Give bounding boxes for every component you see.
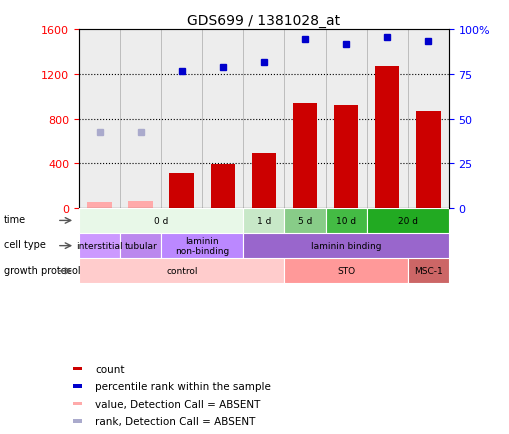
Bar: [79, 208, 243, 233]
Bar: [79, 259, 284, 284]
Bar: [120, 208, 161, 233]
Bar: [333, 106, 358, 208]
Text: STO: STO: [336, 267, 354, 276]
Text: 0 d: 0 d: [154, 217, 168, 225]
Bar: [366, 208, 448, 233]
Text: growth protocol: growth protocol: [4, 265, 80, 275]
Bar: [73, 402, 82, 405]
Text: interstitial: interstitial: [76, 242, 123, 250]
Bar: [243, 233, 448, 259]
Bar: [87, 203, 111, 208]
Text: 20 d: 20 d: [397, 217, 417, 225]
Text: tubular: tubular: [124, 242, 157, 250]
Text: value, Detection Call = ABSENT: value, Detection Call = ABSENT: [95, 399, 260, 408]
Text: 1 d: 1 d: [256, 217, 271, 225]
Bar: [284, 208, 325, 233]
Bar: [128, 202, 153, 208]
Bar: [325, 30, 366, 208]
Text: control: control: [166, 267, 197, 276]
Bar: [161, 233, 243, 259]
Bar: [415, 112, 440, 208]
Bar: [79, 233, 120, 259]
Bar: [366, 208, 407, 233]
Bar: [366, 30, 407, 208]
Text: percentile rank within the sample: percentile rank within the sample: [95, 381, 271, 391]
Bar: [79, 30, 120, 208]
Text: rank, Detection Call = ABSENT: rank, Detection Call = ABSENT: [95, 416, 255, 426]
Text: count: count: [95, 364, 125, 374]
Bar: [292, 104, 317, 208]
Bar: [284, 30, 325, 208]
Bar: [243, 30, 284, 208]
Bar: [210, 165, 235, 208]
Bar: [243, 208, 284, 233]
Bar: [202, 30, 243, 208]
Text: laminin binding: laminin binding: [310, 242, 381, 250]
Text: cell type: cell type: [4, 240, 46, 250]
Bar: [73, 367, 82, 371]
Bar: [284, 208, 325, 233]
Text: 5 d: 5 d: [297, 217, 312, 225]
Text: time: time: [4, 215, 26, 225]
Bar: [161, 30, 202, 208]
Bar: [325, 208, 366, 233]
Bar: [169, 174, 194, 208]
Bar: [284, 259, 407, 284]
Text: MSC-1: MSC-1: [413, 267, 442, 276]
Bar: [161, 208, 202, 233]
Text: laminin
non-binding: laminin non-binding: [175, 237, 229, 256]
Bar: [79, 208, 120, 233]
Bar: [120, 30, 161, 208]
Bar: [243, 208, 284, 233]
Bar: [407, 30, 448, 208]
Bar: [202, 208, 243, 233]
Bar: [73, 419, 82, 423]
Bar: [120, 233, 161, 259]
Bar: [407, 208, 448, 233]
Bar: [374, 67, 399, 208]
Bar: [73, 385, 82, 388]
Bar: [407, 259, 448, 284]
Title: GDS699 / 1381028_at: GDS699 / 1381028_at: [187, 14, 340, 28]
Bar: [251, 154, 276, 208]
Bar: [325, 208, 366, 233]
Text: 10 d: 10 d: [335, 217, 355, 225]
